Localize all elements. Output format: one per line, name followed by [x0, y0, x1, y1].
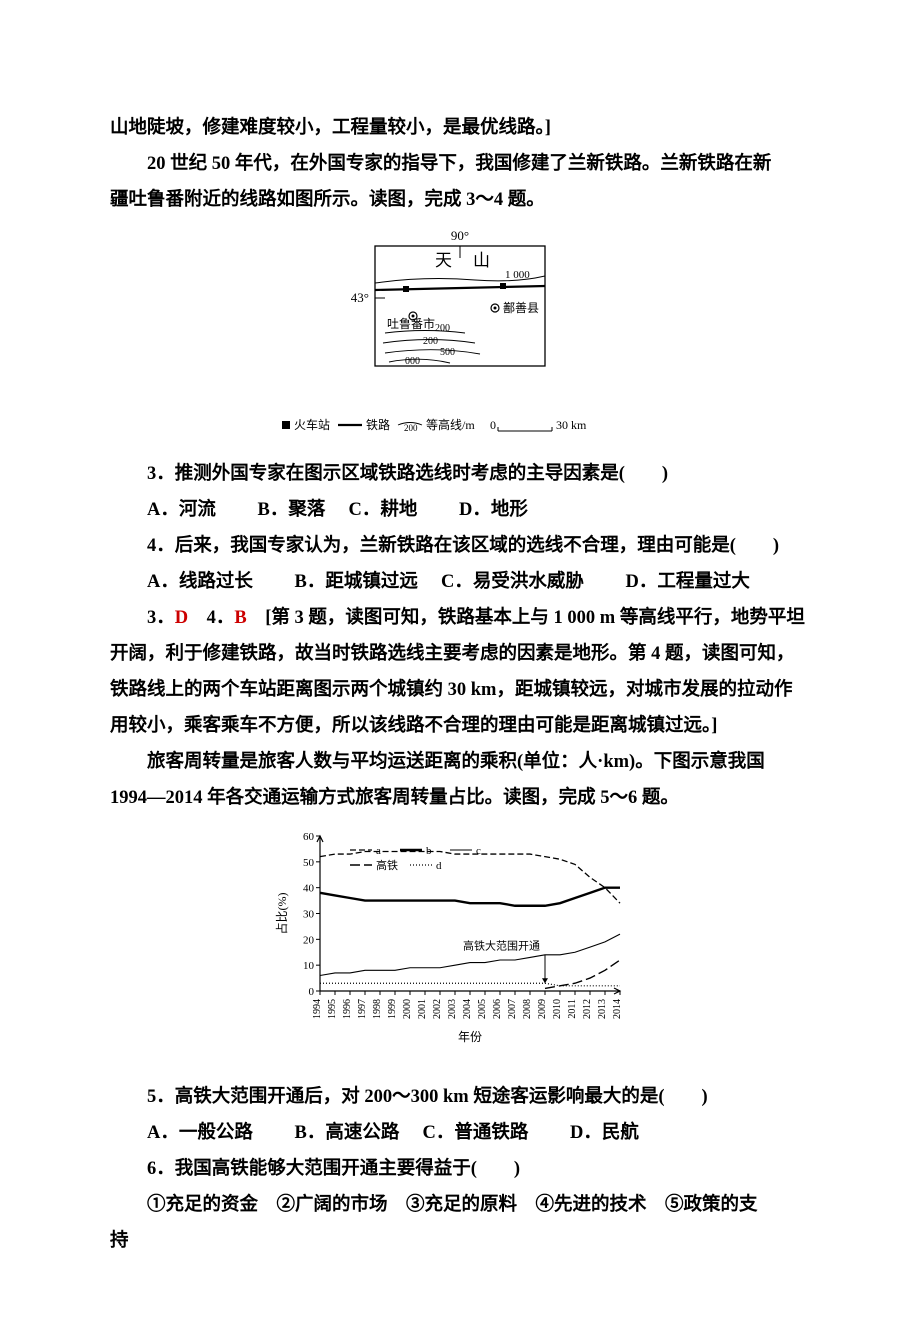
svg-text:占比(%): 占比(%): [274, 893, 289, 935]
q3-options: A．河流 B．聚落 C．耕地 D．地形: [110, 492, 810, 528]
svg-text:1997: 1997: [357, 999, 368, 1019]
svg-text:50: 50: [303, 857, 315, 869]
q4-optA: A．线路过长: [147, 572, 253, 592]
svg-text:d: d: [436, 860, 442, 872]
svg-text:2008: 2008: [522, 999, 533, 1019]
a4-label: 4．: [188, 608, 234, 628]
map-legend: 火车站 铁路 200 等高线/m 0 30 km: [110, 415, 810, 445]
svg-text:2005: 2005: [477, 999, 488, 1019]
svg-text:2004: 2004: [462, 999, 473, 1019]
svg-text:b: b: [426, 845, 432, 857]
svg-text:2010: 2010: [552, 999, 563, 1019]
svg-text:30: 30: [303, 909, 315, 921]
svg-text:a: a: [376, 845, 381, 857]
map-figure: 90° 43° 天 山 1 000 吐鲁番市 鄯善县 200 200 500 0…: [110, 228, 810, 445]
q5-optC: C．普通铁路: [423, 1123, 529, 1143]
svg-text:2003: 2003: [447, 999, 458, 1019]
context-56-b: 1994—2014 年各交通运输方式旅客周转量占比。读图，完成 5～6 题。: [110, 780, 810, 816]
scale-0: 0: [490, 418, 496, 432]
q5-optD: D．民航: [570, 1123, 639, 1143]
svg-text:1996: 1996: [342, 999, 353, 1019]
map-tian: 天: [435, 251, 452, 270]
map-legend-svg: 火车站 铁路 200 等高线/m 0 30 km: [280, 415, 640, 435]
svg-text:高铁: 高铁: [376, 858, 398, 872]
scale-30: 30 km: [556, 418, 587, 432]
svg-text:2006: 2006: [492, 999, 503, 1019]
svg-text:2011: 2011: [567, 999, 578, 1019]
legend-rail: 铁路: [366, 417, 390, 432]
svg-text:20: 20: [303, 935, 315, 947]
map-shanshan: 鄯善县: [503, 300, 539, 315]
map-c1000: 1 000: [505, 269, 530, 281]
intro-line: 山地陡坡，修建难度较小，工程量较小，是最优线路。]: [110, 110, 810, 146]
chart-svg: 0 10 20 30 40 50 60 占比(%) 1994 1995 1996 1997 1998 19…: [270, 826, 650, 1056]
q4-optD: D．工程量过大: [626, 572, 750, 592]
map-c200a: 200: [435, 323, 450, 334]
legend-contour-label: 等高线/m: [426, 417, 475, 432]
context-34-b: 疆吐鲁番附近的线路如图所示。读图，完成 3～4 题。: [110, 182, 810, 218]
q6-factors-cont: 持: [110, 1223, 810, 1259]
map-c000: 000: [405, 356, 420, 367]
q3-optC: C．耕地: [349, 500, 418, 520]
svg-text:0: 0: [309, 986, 315, 998]
svg-text:1999: 1999: [387, 999, 398, 1019]
q3-stem: 3．推测外国专家在图示区域铁路选线时考虑的主导因素是( ): [110, 456, 810, 492]
answers-34: 3．D 4．B [第 3 题，读图可知，铁路基本上与 1 000 m 等高线平行…: [110, 600, 810, 744]
svg-text:2012: 2012: [582, 999, 593, 1019]
svg-text:2002: 2002: [432, 999, 443, 1019]
svg-text:高铁大范围开通: 高铁大范围开通: [463, 939, 540, 953]
svg-text:1998: 1998: [372, 999, 383, 1019]
q4-optC: C．易受洪水威胁: [441, 572, 584, 592]
svg-text:2009: 2009: [537, 999, 548, 1019]
a3-label: 3．: [147, 608, 175, 628]
svg-text:2007: 2007: [507, 999, 518, 1019]
legend-station: 火车站: [294, 417, 330, 432]
svg-text:年份: 年份: [458, 1030, 482, 1044]
q4-optB: B．距城镇过远: [295, 572, 418, 592]
svg-text:2013: 2013: [597, 999, 608, 1019]
q5-stem: 5．高铁大范围开通后，对 200～300 km 短途客运影响最大的是( ): [110, 1079, 810, 1115]
q4-stem: 4．后来，我国专家认为，兰新铁路在该区域的选线不合理，理由可能是( ): [110, 528, 810, 564]
map-shan: 山: [473, 251, 490, 270]
svg-text:2001: 2001: [417, 999, 428, 1019]
svg-text:60: 60: [303, 831, 315, 843]
q5-options: A．一般公路 B．高速公路 C．普通铁路 D．民航: [110, 1115, 810, 1151]
map-tulufan: 吐鲁番市: [387, 316, 435, 331]
q4-options: A．线路过长 B．距城镇过远 C．易受洪水威胁 D．工程量过大: [110, 564, 810, 600]
q3-optB: B．聚落: [258, 500, 326, 520]
q5-optB: B．高速公路: [295, 1123, 400, 1143]
svg-text:1995: 1995: [327, 999, 338, 1019]
q3-optA: A．河流: [147, 500, 216, 520]
chart-figure: 0 10 20 30 40 50 60 占比(%) 1994 1995 1996 1997 1998 19…: [110, 826, 810, 1069]
map-c200b: 200: [423, 336, 438, 347]
svg-text:1994: 1994: [312, 999, 323, 1019]
q3-optD: D．地形: [459, 500, 528, 520]
context-56-a: 旅客周转量是旅客人数与平均运送距离的乘积(单位：人·km)。下图示意我国: [110, 744, 810, 780]
svg-text:2000: 2000: [402, 999, 413, 1019]
map-43-label: 43°: [351, 290, 369, 305]
map-c500: 500: [440, 347, 455, 358]
map-90-label: 90°: [451, 228, 469, 243]
map-svg: 90° 43° 天 山 1 000 吐鲁番市 鄯善县 200 200 500 0…: [345, 228, 575, 398]
svg-text:40: 40: [303, 883, 315, 895]
context-34-a: 20 世纪 50 年代，在外国专家的指导下，我国修建了兰新铁路。兰新铁路在新: [110, 146, 810, 182]
svg-text:2014: 2014: [612, 999, 623, 1019]
q6-factors: ①充足的资金 ②广阔的市场 ③充足的原料 ④先进的技术 ⑤政策的支: [110, 1187, 810, 1223]
q6-stem: 6．我国高铁能够大范围开通主要得益于( ): [110, 1151, 810, 1187]
legend-contour-val: 200: [404, 423, 418, 433]
svg-text:10: 10: [303, 960, 315, 972]
q5-optA: A．一般公路: [147, 1123, 253, 1143]
svg-text:c: c: [476, 845, 481, 857]
a4-value: B: [234, 608, 246, 628]
a3-value: D: [175, 608, 188, 628]
